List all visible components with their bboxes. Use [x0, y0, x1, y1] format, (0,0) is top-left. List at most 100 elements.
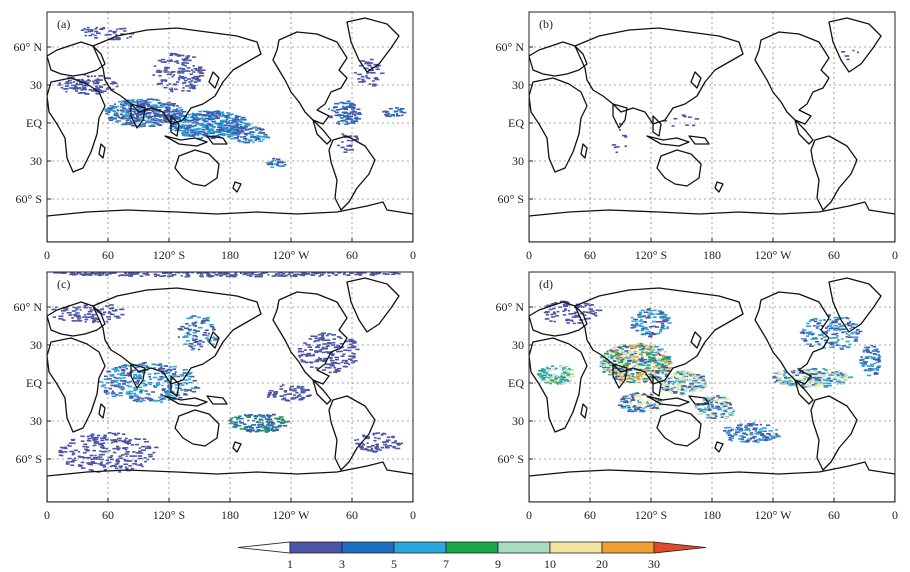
precip-cell — [149, 378, 153, 380]
precip-cell — [827, 368, 832, 371]
precip-cell — [244, 414, 249, 417]
precip-cell — [147, 373, 152, 376]
precip-cell — [300, 390, 305, 393]
precip-cell — [154, 113, 157, 116]
precip-cell — [355, 136, 358, 139]
precip-cell — [818, 379, 822, 381]
precip-cell — [120, 387, 125, 390]
precip-cell — [656, 332, 661, 335]
precip-cell — [663, 360, 668, 362]
precip-cell — [690, 381, 696, 384]
precip-cell — [185, 340, 190, 342]
precip-cell — [85, 28, 91, 31]
precip-cell — [224, 130, 229, 133]
precip-cell — [783, 380, 788, 383]
precip-cell — [161, 384, 164, 387]
precip-cell — [123, 101, 128, 103]
precip-cell — [138, 113, 143, 116]
precip-cell — [660, 322, 665, 325]
precip-cell — [641, 359, 645, 362]
precip-cell — [251, 427, 255, 430]
precip-cell — [130, 121, 133, 124]
precip-cell — [73, 442, 76, 445]
precip-cell — [58, 318, 64, 320]
precip-cell — [639, 360, 643, 362]
precip-cell — [604, 364, 609, 366]
precip-cell — [55, 306, 58, 308]
precip-cell — [385, 446, 390, 449]
precip-cell — [740, 440, 744, 443]
precip-cell — [109, 105, 114, 107]
precip-cell — [248, 128, 252, 130]
precip-cell — [257, 429, 260, 431]
precip-cell — [564, 308, 567, 310]
precip-cell — [158, 111, 161, 113]
precip-cell — [338, 350, 343, 353]
precip-cell — [131, 99, 135, 101]
precip-cell — [658, 313, 664, 315]
precip-cell — [124, 366, 127, 368]
precip-cell — [830, 321, 836, 324]
precip-cell — [652, 309, 657, 312]
precip-cell — [73, 88, 78, 90]
precip-cell — [188, 330, 191, 332]
precip-cell — [703, 399, 707, 401]
precip-cell — [140, 397, 144, 400]
precip-cell — [211, 343, 215, 346]
precip-cell — [86, 26, 90, 29]
precip-cell — [180, 384, 185, 386]
precip-cell — [159, 364, 163, 366]
precip-cell — [193, 133, 197, 136]
precip-cell — [105, 448, 108, 450]
precip-cell — [602, 359, 608, 362]
lat-tick-label: 60° S — [16, 452, 42, 466]
precip-cell — [235, 131, 239, 134]
precip-cell — [342, 365, 348, 368]
precip-cell — [803, 378, 807, 380]
precip-cell — [197, 326, 203, 329]
precip-cell — [654, 345, 659, 348]
precip-cell — [83, 457, 88, 459]
precip-cell — [180, 67, 184, 70]
precip-cell — [190, 346, 194, 348]
precip-cell — [809, 373, 815, 375]
precip-cell — [834, 341, 839, 343]
precip-cell — [184, 65, 187, 67]
precip-cell — [157, 59, 162, 62]
precip-cell — [753, 440, 758, 443]
precip-cell — [767, 438, 773, 441]
precip-cell — [128, 392, 132, 395]
precip-cell — [140, 116, 145, 119]
precip-cell — [745, 434, 749, 436]
precip-cell — [265, 162, 271, 164]
precip-cell — [774, 381, 777, 383]
precip-cell — [192, 65, 195, 67]
precip-cell — [673, 386, 676, 389]
precip-cell — [760, 428, 763, 430]
precip-cell — [235, 126, 241, 129]
precip-cell — [250, 413, 253, 416]
precip-cell — [610, 351, 613, 354]
precip-cell — [58, 315, 64, 318]
precip-cell — [346, 274, 351, 276]
precip-cell — [314, 337, 318, 340]
precip-cell — [238, 417, 244, 420]
precip-cell — [250, 136, 253, 138]
precip-cell — [101, 447, 106, 450]
precip-cell — [104, 438, 109, 441]
precip-cell — [748, 430, 751, 432]
precip-cell — [237, 120, 241, 122]
precip-cell — [195, 116, 199, 119]
precip-cell — [562, 310, 566, 312]
colorbar-tick-label: 7 — [443, 557, 449, 571]
precip-cell — [690, 390, 696, 392]
precip-cell — [834, 319, 839, 321]
precip-cell — [760, 433, 763, 435]
precip-cell — [758, 430, 763, 433]
precip-cell — [161, 389, 166, 392]
lon-tick-label: 60 — [346, 508, 358, 522]
precip-cell — [252, 126, 258, 128]
precip-cell — [227, 133, 231, 136]
precip-cell — [317, 269, 322, 271]
